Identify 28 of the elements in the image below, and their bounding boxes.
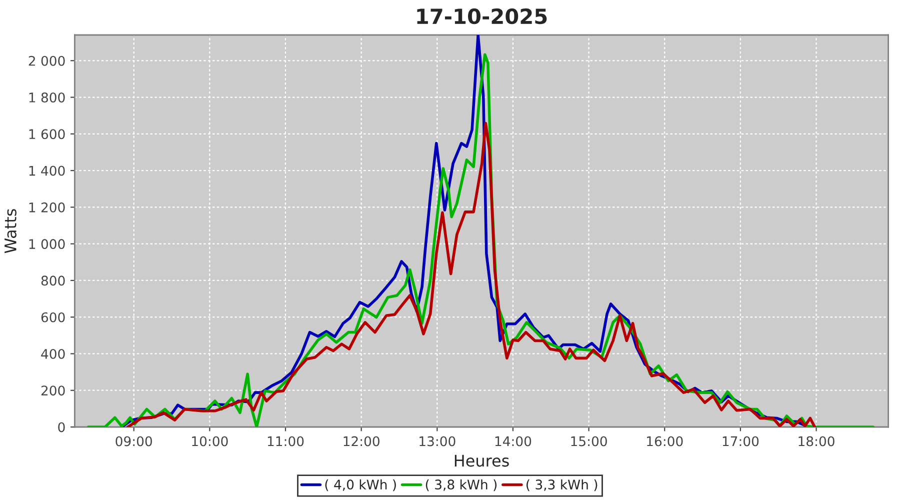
y-tick-label: 1 800 <box>29 92 65 102</box>
y-tick-label: 1 600 <box>29 129 65 140</box>
y-tick-label: 1 400 <box>29 166 65 176</box>
y-tick-label: 400 <box>41 348 65 359</box>
x-tick-label: 09:00 <box>116 436 152 446</box>
y-tick-label: 200 <box>41 386 65 396</box>
x-tick-label: 14:00 <box>495 436 532 446</box>
y-tick-label: 0 <box>58 422 65 432</box>
x-tick-label: 10:00 <box>192 436 228 446</box>
x-tick-label: 13:00 <box>420 436 456 446</box>
chart-title: 17-10-2025 <box>417 8 547 24</box>
y-tick-label: 2 000 <box>28 56 65 66</box>
y-tick-label: 1 000 <box>29 239 65 250</box>
y-axis-title: Watts <box>4 209 16 254</box>
x-tick-label: 15:00 <box>571 436 607 446</box>
legend-label: ( 4,0 kWh ) <box>325 479 396 492</box>
x-tick-label: 11:00 <box>268 436 304 446</box>
x-axis-title: Heures <box>454 454 509 467</box>
legend-label: ( 3,8 kWh ) <box>426 479 497 492</box>
line-series <box>126 122 816 427</box>
y-tick-label: 800 <box>41 276 65 286</box>
x-tick-label: 17:00 <box>722 436 759 446</box>
y-tick-label: 1 200 <box>29 202 65 212</box>
x-tick-label: 12:00 <box>344 436 380 446</box>
y-tick-label: 600 <box>41 312 65 322</box>
legend-label: ( 3,3 kWh ) <box>526 479 598 492</box>
x-tick-label: 16:00 <box>647 436 683 446</box>
x-tick-label: 18:00 <box>798 436 834 446</box>
